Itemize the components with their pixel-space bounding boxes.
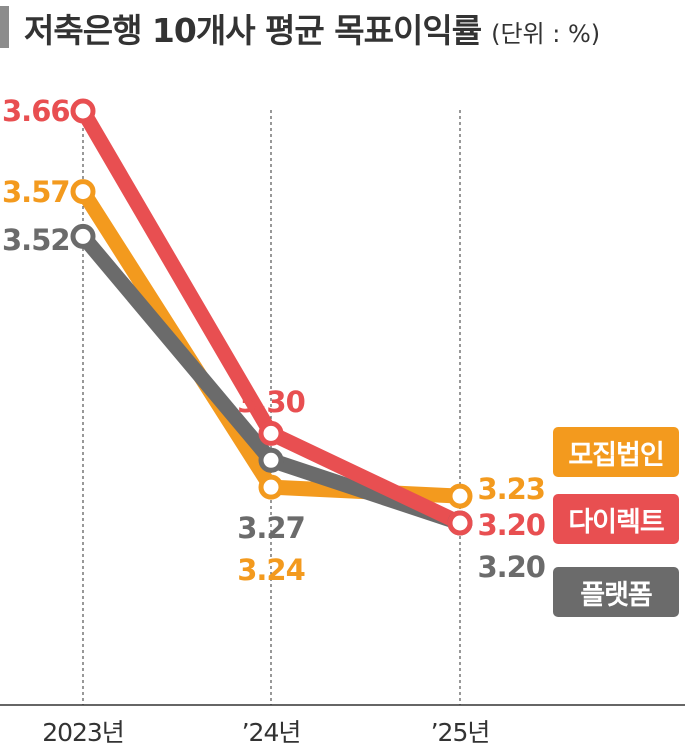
x-tick-label: ’24년 [242,718,301,747]
legend-label: 모집법인 [568,439,664,471]
legend-label: 다이렉트 [568,506,664,538]
data-label: 3.30 [237,385,305,419]
legend-item-platform: 플랫폼 [553,567,679,617]
data-point [70,223,96,249]
data-point [258,447,284,473]
chart-title-text: 저축은행 10개사 평균 목표이익률 [24,11,482,50]
data-label: 3.52 [2,223,70,257]
data-label: 3.23 [477,472,545,506]
data-label: 3.27 [237,511,305,545]
data-label: 3.20 [477,550,545,584]
data-point [70,98,96,124]
data-label: 3.57 [2,175,70,209]
data-label: 3.66 [2,94,70,128]
chart-title: 저축은행 10개사 평균 목표이익률 (단위 : %) [24,4,600,52]
data-point [258,420,284,446]
x-tick-label: 2023년 [42,718,124,747]
data-point [258,474,284,500]
legend-item-direct: 다이렉트 [553,494,679,544]
title-accent-bar [0,6,9,48]
data-point [447,510,473,536]
legend-item-recruitment-corp: 모집법인 [553,427,679,477]
legend-label: 플랫폼 [580,579,653,611]
x-tick-label: ’25년 [431,718,490,747]
data-label: 3.20 [477,508,545,542]
data-label: 3.24 [237,553,305,587]
data-point [70,179,96,205]
unit-label: (단위 : %) [491,20,601,48]
data-point [447,483,473,509]
